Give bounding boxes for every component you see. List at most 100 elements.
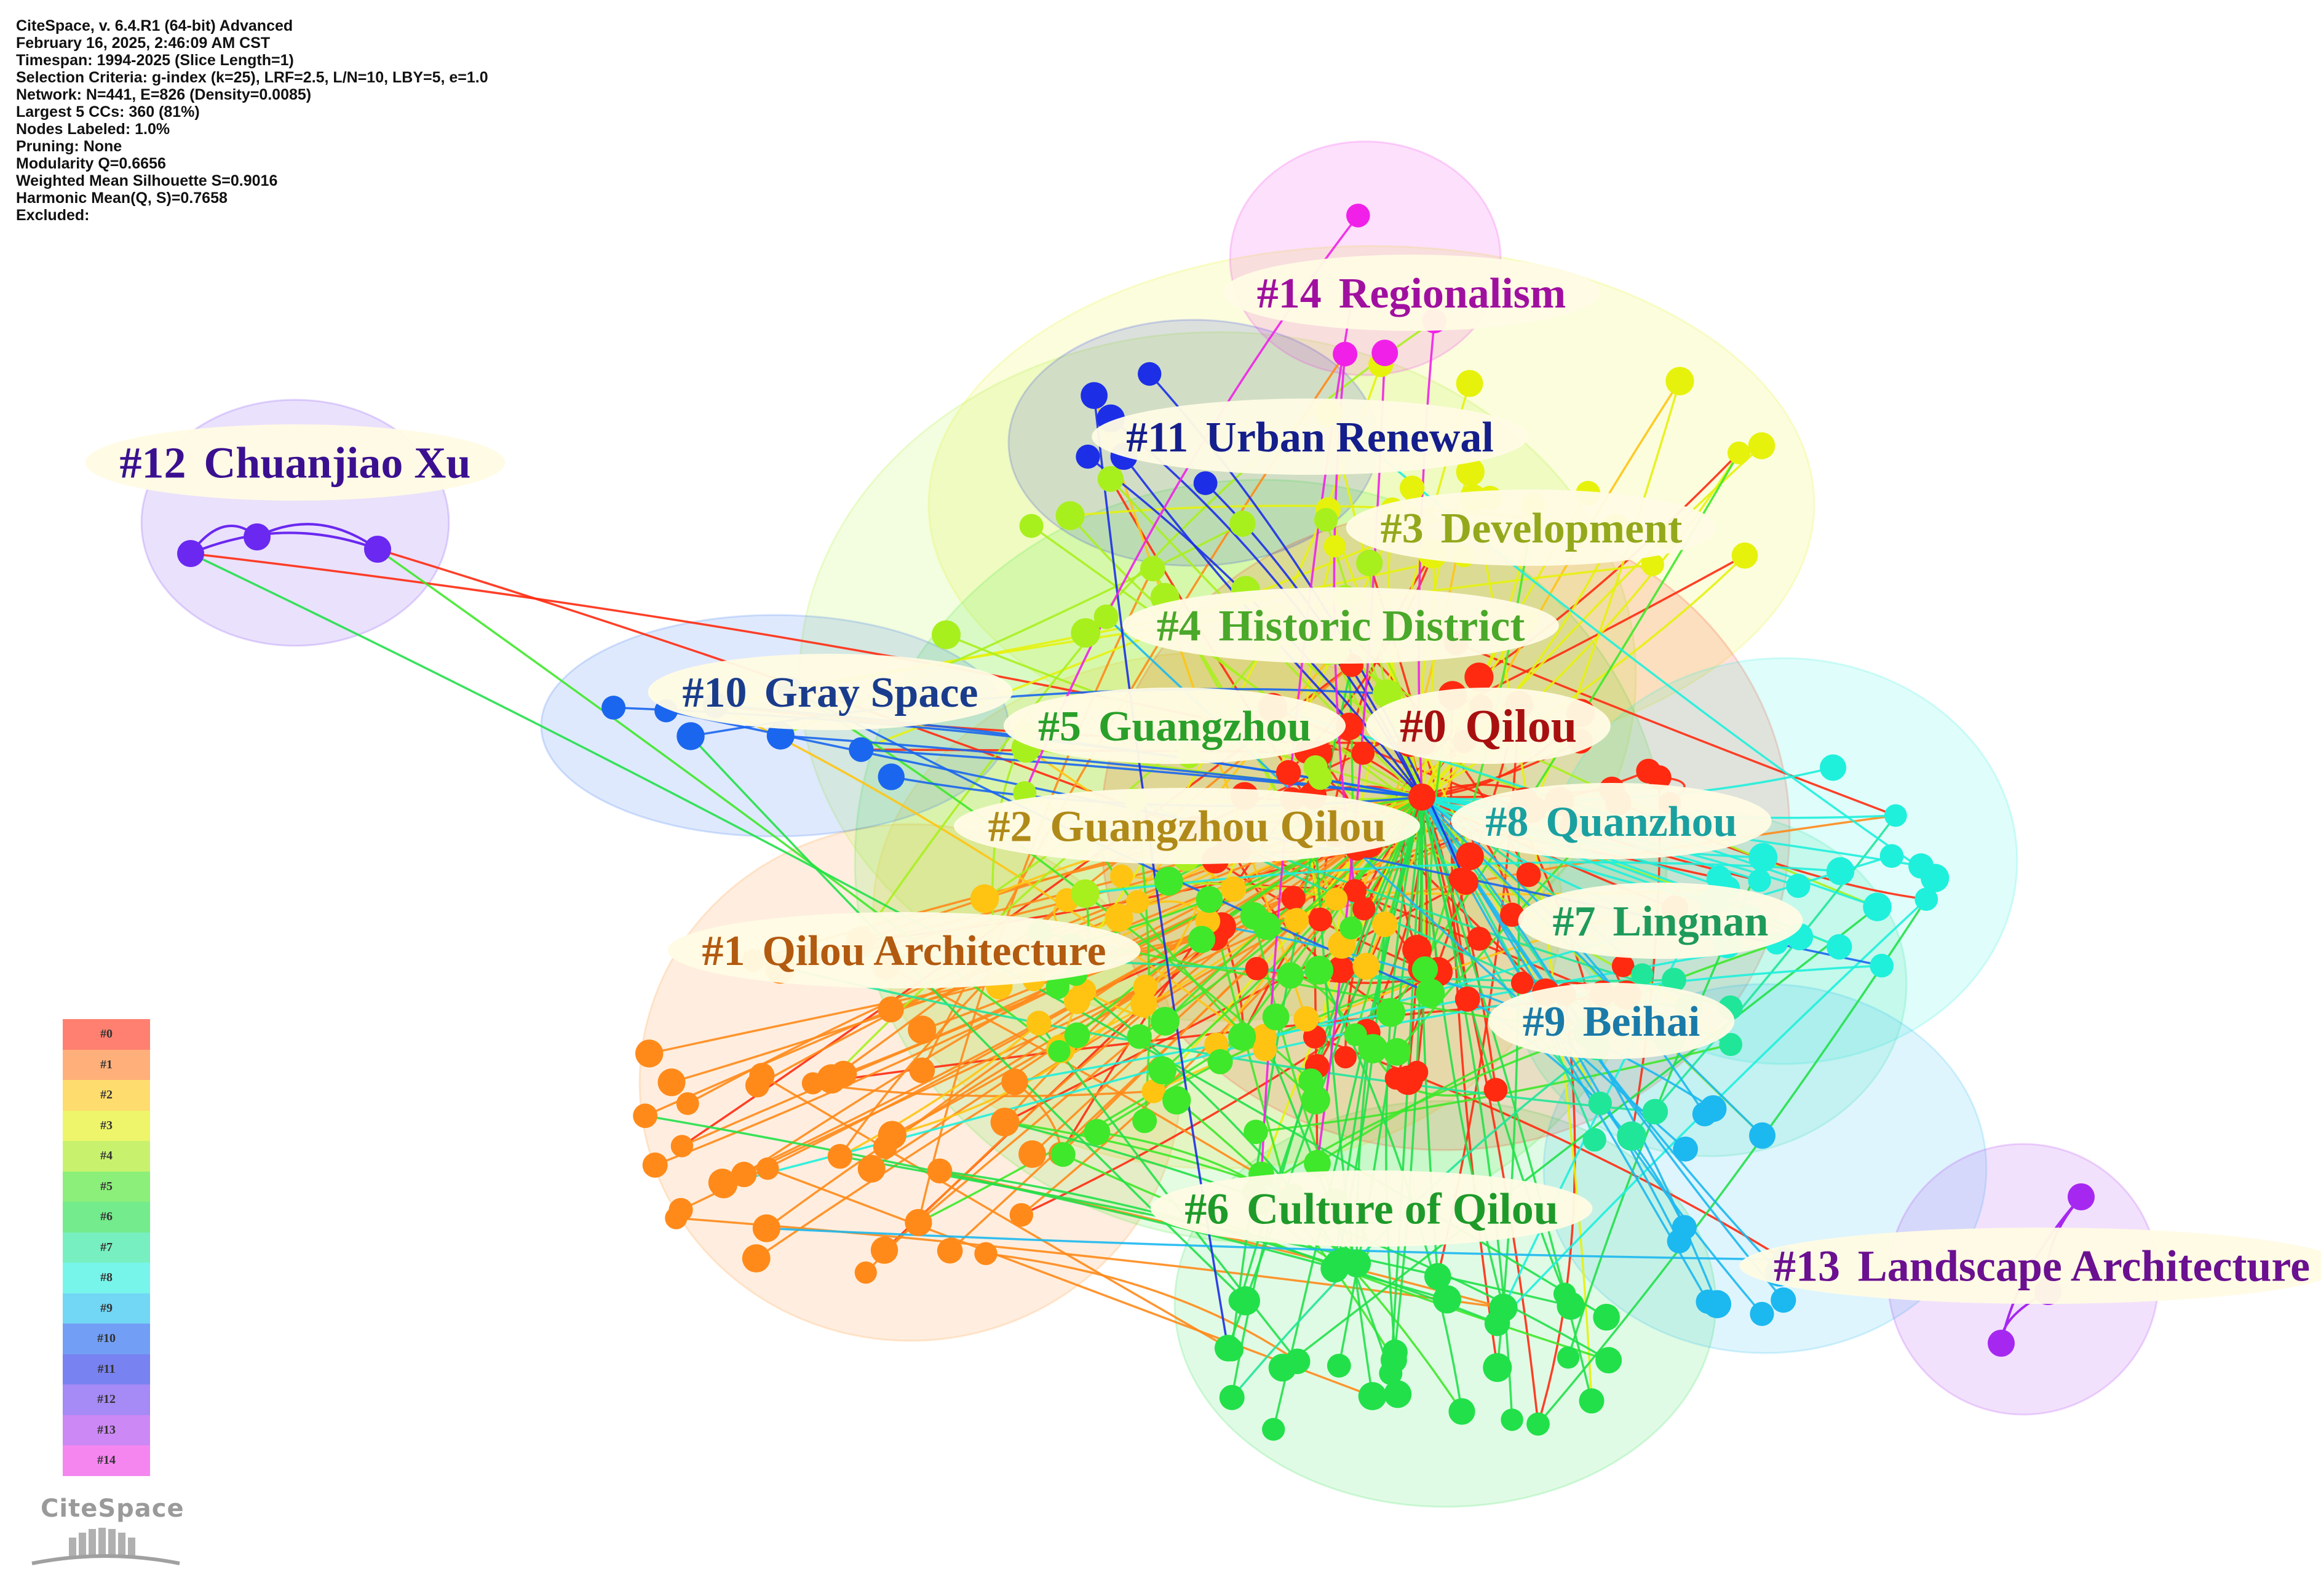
network-node bbox=[1706, 865, 1732, 891]
network-node bbox=[657, 1068, 686, 1097]
network-node bbox=[1371, 911, 1398, 937]
summary-line: Selection Criteria: g-index (k=25), LRF=… bbox=[16, 69, 488, 86]
cluster-label-text: #0 Qilou bbox=[1400, 701, 1577, 752]
network-node bbox=[1749, 1122, 1775, 1149]
network-node bbox=[1432, 1285, 1461, 1314]
network-node bbox=[1731, 542, 1758, 569]
legend-item: #2 bbox=[63, 1080, 150, 1111]
network-node bbox=[1384, 1067, 1408, 1090]
network-node bbox=[1408, 784, 1435, 811]
network-node bbox=[1696, 1289, 1720, 1314]
network-node bbox=[756, 1157, 779, 1180]
network-node bbox=[1229, 510, 1256, 537]
network-node bbox=[1245, 956, 1269, 980]
cluster-name: Gray Space bbox=[764, 669, 978, 717]
network-node bbox=[1276, 760, 1301, 785]
network-node bbox=[1162, 1086, 1191, 1115]
cluster-label-background bbox=[1346, 490, 1717, 566]
network-edge bbox=[1314, 1036, 1785, 1261]
network-node bbox=[1352, 953, 1380, 980]
network-node bbox=[633, 1103, 657, 1129]
summary-line: Excluded: bbox=[16, 207, 90, 224]
network-node bbox=[1331, 1247, 1357, 1272]
cluster-name: Chuanjiao Xu bbox=[204, 438, 470, 487]
network-node bbox=[1748, 432, 1775, 459]
network-node bbox=[635, 1039, 664, 1068]
network-node bbox=[1262, 1003, 1290, 1031]
legend-item: #5 bbox=[63, 1171, 150, 1202]
network-node bbox=[1454, 987, 1480, 1012]
cluster-label-background bbox=[1488, 983, 1735, 1059]
network-edge bbox=[892, 986, 1146, 1137]
network-node bbox=[1323, 535, 1346, 558]
logo-wordmark: CiteSpace bbox=[41, 1495, 184, 1523]
network-node bbox=[1071, 618, 1101, 648]
cluster-label-background bbox=[953, 788, 1421, 864]
cluster-label-text: #9 Beihai bbox=[1523, 998, 1700, 1046]
network-node bbox=[1384, 1380, 1412, 1408]
network-node bbox=[817, 1064, 846, 1094]
network-node bbox=[849, 737, 874, 762]
network-node bbox=[1826, 857, 1855, 886]
network-node bbox=[676, 722, 705, 750]
cluster-label-text: #11 Urban Renewal bbox=[1126, 414, 1494, 461]
network-edge bbox=[256, 523, 379, 550]
cluster-label-text: #5 Guangzhou bbox=[1038, 703, 1311, 750]
network-edge bbox=[984, 643, 1268, 900]
network-edge bbox=[1421, 796, 1601, 1105]
network-node bbox=[1138, 362, 1162, 386]
network-node bbox=[905, 1209, 932, 1236]
cluster-id: #1 bbox=[702, 927, 745, 975]
network-node bbox=[1343, 879, 1367, 903]
network-node bbox=[1358, 1382, 1387, 1410]
network-edge bbox=[985, 1252, 1298, 1362]
cluster-label: #4 Historic District bbox=[1122, 587, 1559, 664]
network-edge bbox=[1537, 899, 1927, 1425]
network-node bbox=[1870, 953, 1894, 978]
network-edge bbox=[1176, 1099, 1463, 1412]
network-node bbox=[1125, 890, 1149, 914]
cluster-label-background bbox=[1150, 1170, 1593, 1247]
cluster-labels: #0 Qilou #1 Qilou Architecture #2 Guangzhou Q… bbox=[85, 255, 2321, 1304]
cluster-name: Qilou bbox=[1465, 701, 1577, 752]
network-node bbox=[1383, 1038, 1411, 1066]
summary-line: Largest 5 CCs: 360 (81%) bbox=[16, 103, 200, 121]
network-node bbox=[1048, 1040, 1071, 1063]
cluster-label-text: #3 Development bbox=[1381, 505, 1683, 552]
network-node bbox=[1097, 466, 1124, 492]
network-node bbox=[1352, 897, 1376, 921]
network-node bbox=[1253, 912, 1281, 940]
network-node bbox=[1351, 741, 1375, 765]
network-node bbox=[177, 540, 204, 567]
cluster-label-background bbox=[1222, 255, 1601, 331]
network-node bbox=[1372, 679, 1402, 709]
cluster-label-text: #10 Gray Space bbox=[682, 669, 978, 717]
cluster-label: #1 Qilou Architecture bbox=[667, 912, 1141, 988]
network-edge bbox=[715, 704, 1266, 1050]
cluster-id: #9 bbox=[1523, 998, 1566, 1046]
network-node bbox=[1050, 1142, 1076, 1167]
cluster-label-text: #8 Quanzhou bbox=[1485, 798, 1737, 846]
network-node bbox=[1588, 1091, 1612, 1116]
cluster-name: Historic District bbox=[1218, 601, 1525, 650]
cluster-name: Regionalism bbox=[1339, 270, 1566, 317]
summary-line: Timespan: 1994-2025 (Slice Length=1) bbox=[16, 52, 294, 69]
cluster-name: Guangzhou Qilou bbox=[1050, 801, 1386, 851]
network-node bbox=[1879, 844, 1904, 868]
summary-line: Network: N=441, E=826 (Density=0.0085) bbox=[16, 86, 312, 103]
network-node bbox=[1109, 864, 1133, 888]
cluster-label-text: #1 Qilou Architecture bbox=[702, 927, 1106, 975]
cluster-name: Guangzhou bbox=[1098, 703, 1311, 750]
network-node bbox=[1151, 1007, 1180, 1036]
summary-line: CiteSpace, v. 6.4.R1 (64-bit) Advanced bbox=[16, 17, 293, 34]
network-node bbox=[1308, 766, 1333, 790]
cluster-label-background bbox=[1003, 688, 1346, 764]
network-edge bbox=[1312, 795, 1374, 1397]
cluster-name: Qilou Architecture bbox=[762, 927, 1106, 975]
network-edge bbox=[676, 1217, 1504, 1309]
network-node bbox=[1820, 754, 1846, 781]
network-node bbox=[2068, 1183, 2095, 1210]
network-node bbox=[1483, 1353, 1512, 1382]
network-node bbox=[1333, 341, 1358, 367]
network-node bbox=[1988, 1330, 2015, 1357]
